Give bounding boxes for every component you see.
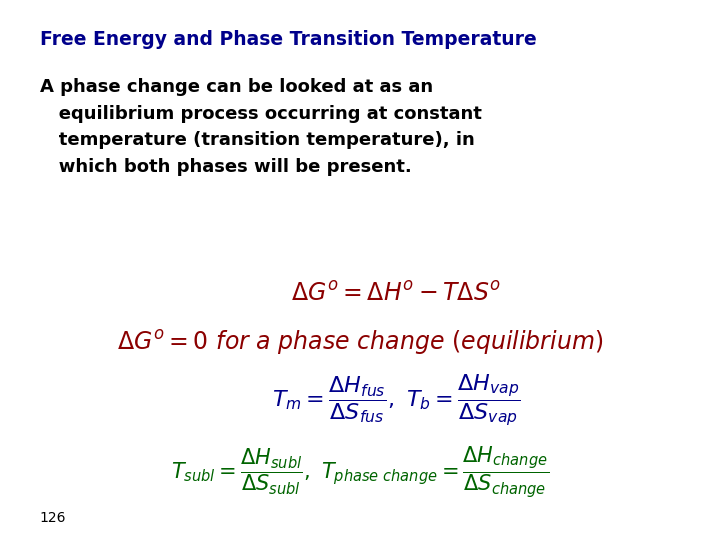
Text: Free Energy and Phase Transition Temperature: Free Energy and Phase Transition Tempera… [40, 30, 536, 49]
Text: $\Delta G^o = \Delta H^o - T\Delta S^o$: $\Delta G^o = \Delta H^o - T\Delta S^o$ [291, 282, 501, 306]
Text: $T_{subl} = \dfrac{\Delta H_{subl}}{\Delta S_{subl}},\ T_{phase\ change} = \dfra: $T_{subl} = \dfrac{\Delta H_{subl}}{\Del… [171, 444, 549, 501]
Text: 126: 126 [40, 511, 66, 525]
Text: A phase change can be looked at as an
   equilibrium process occurring at consta: A phase change can be looked at as an eq… [40, 78, 482, 176]
Text: $T_m = \dfrac{\Delta H_{fus}}{\Delta S_{fus}},\ T_b = \dfrac{\Delta H_{vap}}{\De: $T_m = \dfrac{\Delta H_{fus}}{\Delta S_{… [271, 373, 521, 429]
Text: $\Delta G^o = 0\ for\ a\ phase\ change\ (equilibrium)$: $\Delta G^o = 0\ for\ a\ phase\ change\ … [117, 328, 603, 357]
